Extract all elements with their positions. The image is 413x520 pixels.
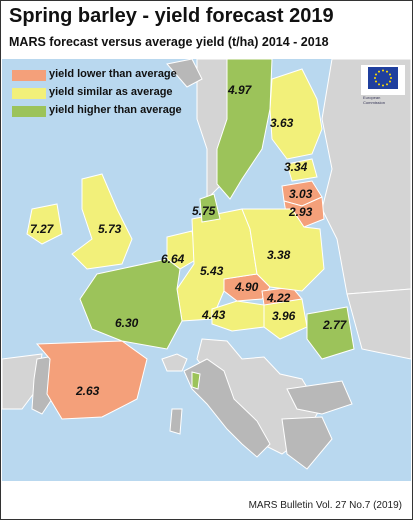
atlantic-land-shape: [2, 353, 43, 410]
greece-shape: [281, 416, 333, 470]
higher-regions: [79, 59, 355, 390]
label-sweden: 4.97: [227, 83, 253, 97]
label-romania: 2.77: [322, 318, 348, 332]
no-data-land: [31, 59, 353, 470]
label-latvia: 3.03: [289, 187, 313, 201]
map-title: Spring barley - yield forecast 2019: [9, 5, 334, 27]
label-spain: 2.63: [75, 384, 100, 398]
benelux-shape: [166, 230, 198, 270]
label-slovakia: 4.22: [266, 291, 291, 305]
label-czechia: 4.90: [234, 280, 259, 294]
romania-shape: [306, 306, 355, 360]
label-hungary: 3.96: [272, 309, 296, 323]
label-ireland: 7.27: [30, 222, 55, 236]
france-shape: [79, 258, 183, 350]
map-subtitle: MARS forecast versus average yield (t/ha…: [9, 35, 329, 49]
bulletin-footer: MARS Bulletin Vol. 27 No.7 (2019): [248, 500, 402, 511]
sardinia-shape: [169, 408, 183, 435]
finland-shape: [269, 68, 323, 160]
poland-shape: [241, 208, 325, 292]
sweden-north-shape: [166, 59, 203, 88]
similar-regions: [26, 68, 325, 340]
corsica-shape: [191, 371, 201, 390]
russia-shape: [321, 59, 411, 295]
label-benelux: 6.64: [161, 252, 185, 266]
label-finland: 3.63: [270, 116, 294, 130]
italy-shape: [183, 358, 271, 458]
legend-swatch-higher: [12, 106, 46, 117]
legend-swatch-lower: [12, 70, 46, 81]
europe-map: 3.63 4.97 3.34 3.03 2.93 5.75 7.27 5.73 …: [2, 59, 411, 470]
ireland-shape: [26, 203, 63, 245]
legend-label-lower: yield lower than average: [49, 68, 177, 80]
ukraine-shape: [346, 288, 411, 360]
label-lithuania: 2.93: [288, 205, 313, 219]
legend-label-similar: yield similar as average: [49, 86, 173, 98]
value-labels: 3.63 4.97 3.34 3.03 2.93 5.75 7.27 5.73 …: [30, 83, 348, 398]
eu-flag-icon: [361, 65, 405, 103]
label-poland: 3.38: [267, 248, 291, 262]
uk-shape: [71, 173, 133, 270]
legend-swatch-similar: [12, 88, 46, 99]
switzerland-shape: [161, 353, 188, 372]
label-estonia: 3.34: [284, 160, 308, 174]
label-denmark: 5.75: [192, 204, 216, 218]
label-austria: 4.43: [201, 308, 226, 322]
hungary-shape: [263, 298, 308, 340]
legend-label-higher: yield higher than average: [49, 104, 182, 116]
eu-logo-caption: European Commission: [363, 95, 386, 105]
label-france: 6.30: [115, 316, 139, 330]
estonia-shape: [286, 158, 318, 182]
map-area: 3.63 4.97 3.34 3.03 2.93 5.75 7.27 5.73 …: [2, 59, 411, 481]
spain-shape: [35, 340, 148, 420]
sweden-shape: [216, 59, 273, 200]
label-germany: 5.43: [200, 264, 224, 278]
denmark-shape: [199, 193, 221, 223]
bulgaria-shape: [286, 380, 353, 415]
label-uk: 5.73: [98, 222, 122, 236]
